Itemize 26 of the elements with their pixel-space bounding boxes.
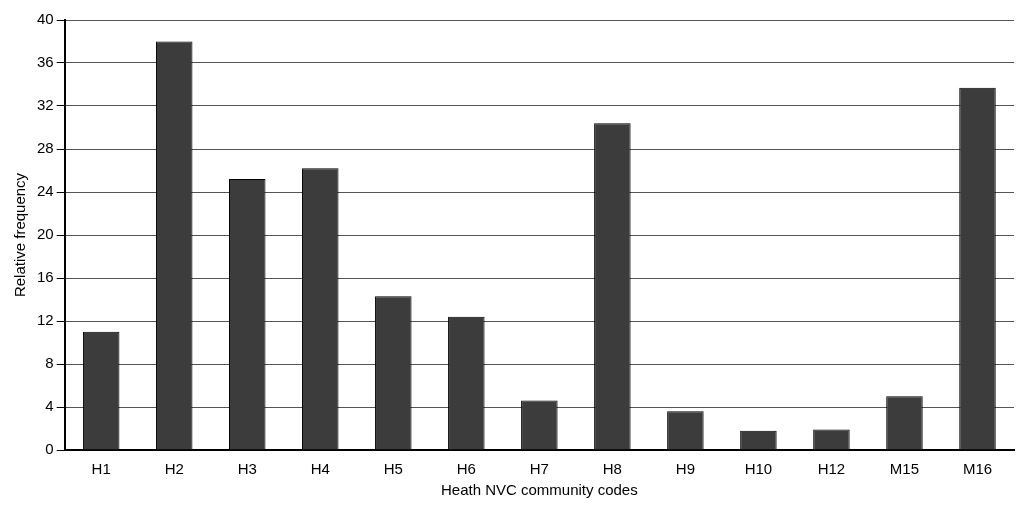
- x-tick-label: M15: [889, 460, 920, 478]
- y-tick-label: 16: [37, 268, 54, 286]
- x-axis-title: Heath NVC community codes: [440, 481, 638, 499]
- x-tick-label: H8: [602, 460, 622, 478]
- x-tick-label: M16: [962, 460, 993, 478]
- y-tick-label: 28: [37, 139, 54, 157]
- x-tick-label: H12: [817, 460, 846, 478]
- x-tick-label: H5: [383, 460, 403, 478]
- y-tick-label: 12: [37, 311, 54, 329]
- x-tick-label: H3: [237, 460, 257, 478]
- x-tick-label: H9: [675, 460, 695, 478]
- y-tick-label: 0: [45, 440, 54, 458]
- y-tick-label: 32: [37, 96, 54, 114]
- x-tick-label: H7: [529, 460, 549, 478]
- y-tick-label: 36: [37, 53, 54, 71]
- y-tick-label: 8: [45, 354, 54, 372]
- y-tick-label: 20: [37, 225, 54, 243]
- x-tick-label: H6: [456, 460, 476, 478]
- y-axis-title: Relative frequency: [11, 172, 29, 298]
- y-tick-label: 24: [37, 182, 54, 200]
- y-tick-label: 40: [37, 10, 54, 28]
- y-tick-label: 4: [45, 397, 54, 415]
- x-tick-label: H2: [164, 460, 184, 478]
- x-tick-label: H10: [744, 460, 773, 478]
- x-tick-label: H1: [91, 460, 111, 478]
- x-tick-label: H4: [310, 460, 330, 478]
